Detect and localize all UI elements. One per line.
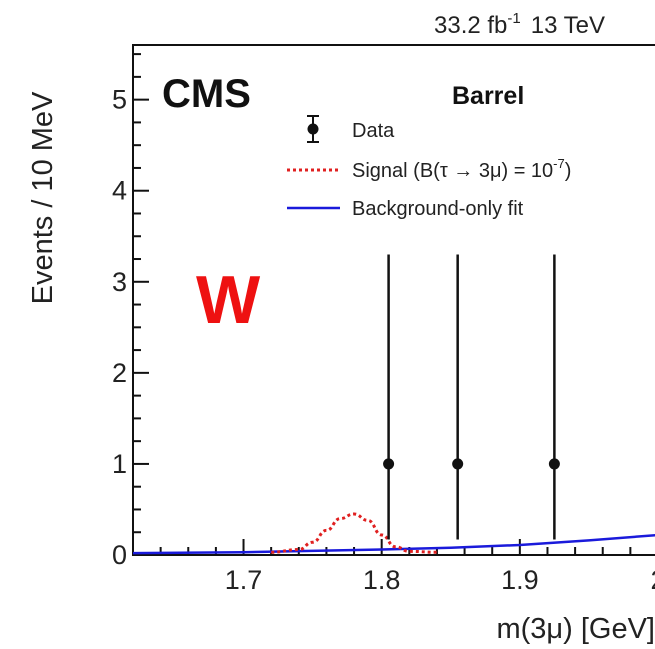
x-axis-title: m(3μ) [GeV] xyxy=(496,613,655,645)
legend-data-marker xyxy=(307,123,319,135)
x-tick-label: 1.8 xyxy=(363,565,401,595)
x-tick-label: 2 xyxy=(650,565,655,595)
y-tick-label: 0 xyxy=(112,540,127,570)
legend-label-signal: Signal (B(τ → 3μ) = 10-7) xyxy=(352,156,571,182)
y-tick-label: 3 xyxy=(112,267,127,297)
legend-entry-background: Background-only fit xyxy=(287,198,524,220)
y-tick-label: 1 xyxy=(112,449,127,479)
axis-tick-labels: 0 1 2 3 4 5 1.7 1.8 1.9 2 xyxy=(112,85,655,595)
region-label: Barrel xyxy=(452,82,524,110)
y-axis-title: Events / 10 MeV xyxy=(27,91,59,304)
experiment-label: CMS xyxy=(162,72,251,116)
legend-entry-signal: Signal (B(τ → 3μ) = 10-7) xyxy=(287,156,571,182)
legend-entry-data: Data xyxy=(307,115,395,143)
legend-label-background: Background-only fit xyxy=(352,198,524,220)
x-tick-label: 1.7 xyxy=(225,565,263,595)
data-point xyxy=(452,458,464,470)
lumi-label: 33.2 fb-1 13 TeV xyxy=(434,10,605,39)
y-tick-label: 4 xyxy=(112,176,127,206)
data-point xyxy=(548,458,560,470)
legend-label-data: Data xyxy=(352,120,395,142)
series-background-fit-line xyxy=(132,533,655,555)
y-tick-label: 2 xyxy=(112,358,127,388)
plot-frame xyxy=(132,44,655,556)
axis-ticks xyxy=(132,53,632,556)
series-group xyxy=(132,254,655,555)
overlay-mark: W xyxy=(196,262,261,338)
y-tick-label: 5 xyxy=(112,85,127,115)
x-tick-label: 1.9 xyxy=(501,565,539,595)
legend: Data Signal (B(τ → 3μ) = 10-7) Backgroun… xyxy=(287,115,571,220)
data-point xyxy=(383,458,395,470)
series-signal-line xyxy=(271,512,437,554)
